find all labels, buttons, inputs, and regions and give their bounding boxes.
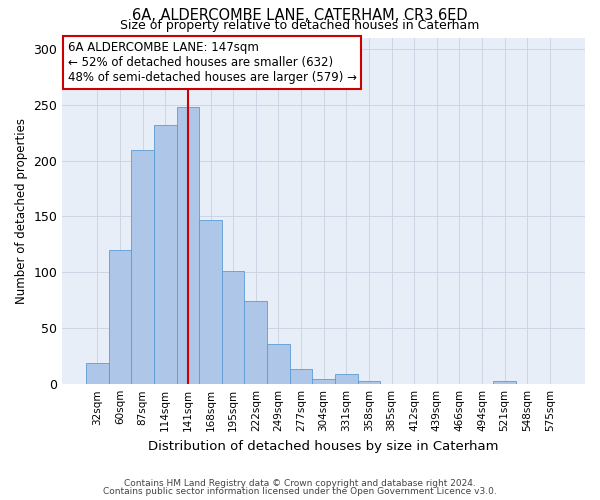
Bar — [131, 150, 154, 384]
Bar — [176, 107, 199, 384]
Bar — [244, 302, 267, 384]
Bar — [313, 378, 335, 384]
Bar — [86, 363, 109, 384]
Y-axis label: Number of detached properties: Number of detached properties — [15, 118, 28, 304]
Text: Contains public sector information licensed under the Open Government Licence v3: Contains public sector information licen… — [103, 487, 497, 496]
Bar — [290, 368, 313, 384]
Text: Size of property relative to detached houses in Caterham: Size of property relative to detached ho… — [121, 18, 479, 32]
Bar — [493, 381, 516, 384]
Text: 6A ALDERCOMBE LANE: 147sqm
← 52% of detached houses are smaller (632)
48% of sem: 6A ALDERCOMBE LANE: 147sqm ← 52% of deta… — [68, 41, 356, 84]
Text: 6A, ALDERCOMBE LANE, CATERHAM, CR3 6ED: 6A, ALDERCOMBE LANE, CATERHAM, CR3 6ED — [132, 8, 468, 22]
Bar — [199, 220, 222, 384]
Text: Contains HM Land Registry data © Crown copyright and database right 2024.: Contains HM Land Registry data © Crown c… — [124, 478, 476, 488]
Bar — [222, 271, 244, 384]
Bar — [109, 250, 131, 384]
X-axis label: Distribution of detached houses by size in Caterham: Distribution of detached houses by size … — [148, 440, 499, 452]
Bar — [154, 124, 176, 384]
Bar — [267, 344, 290, 384]
Bar — [358, 381, 380, 384]
Bar — [335, 374, 358, 384]
